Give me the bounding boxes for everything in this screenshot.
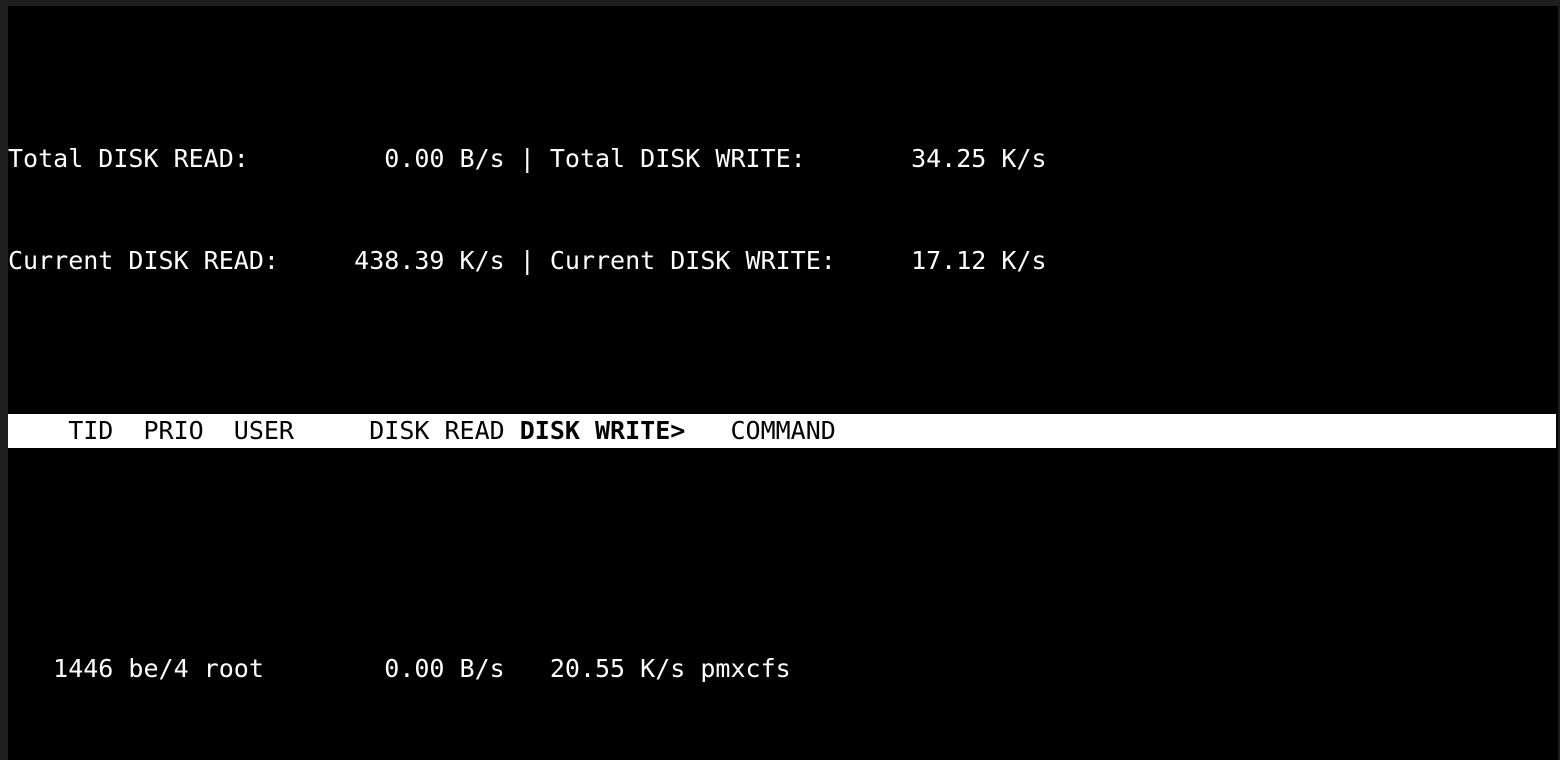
column-header-suffix: COMMAND xyxy=(685,416,836,445)
terminal-window[interactable]: Total DISK READ: 0.00 B/s | Total DISK W… xyxy=(8,6,1558,760)
summary-line-current: Current DISK READ: 438.39 K/s | Current … xyxy=(8,244,1558,278)
table-row[interactable]: 1446 be/4 root 0.00 B/s 20.55 K/s pmxcfs xyxy=(8,652,1558,686)
column-header-row[interactable]: TID PRIO USER DISK READ DISK WRITE> COMM… xyxy=(8,414,1556,448)
process-list[interactable]: 1446 be/4 root 0.00 B/s 20.55 K/s pmxcfs… xyxy=(8,584,1558,760)
column-header-sort-disk-write[interactable]: DISK WRITE> xyxy=(519,416,686,445)
summary-line-total: Total DISK READ: 0.00 B/s | Total DISK W… xyxy=(8,142,1558,176)
table-row[interactable]: 1449 be/4 root 0.00 B/s 6.85 K/s pmxcfs xyxy=(8,754,1558,760)
column-header-prefix: TID PRIO USER DISK READ xyxy=(8,416,520,445)
